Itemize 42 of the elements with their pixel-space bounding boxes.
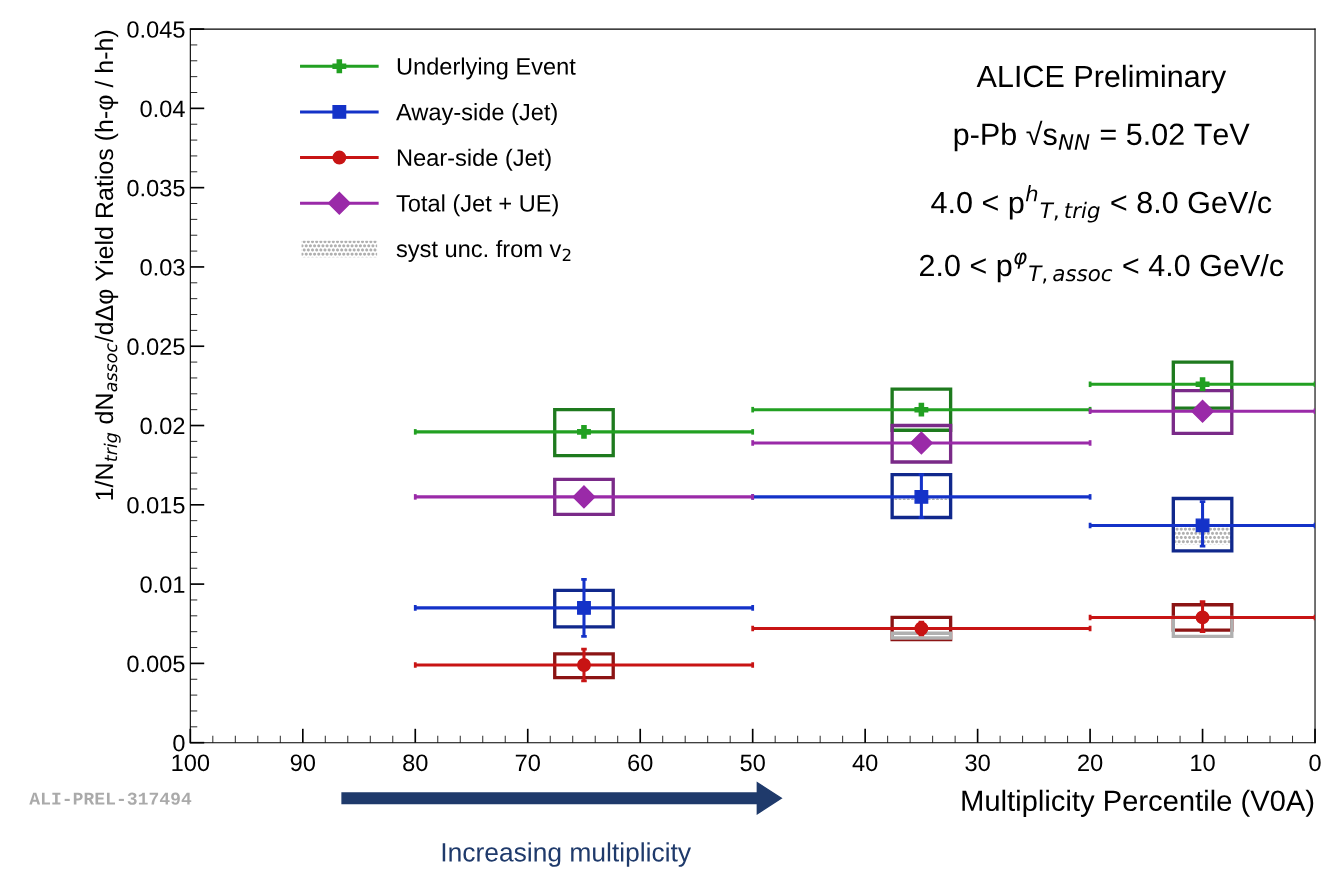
- x-axis-title: Multiplicity Percentile (V0A): [962, 789, 1314, 817]
- annotation: 4.0 < p$^{h}$$_{T,trig}$ < 8.0 GeV/c: [931, 185, 1272, 223]
- x-tick-label: 30: [965, 754, 990, 772]
- x-tick-label: 80: [403, 754, 428, 772]
- point: [1195, 518, 1210, 533]
- y-tick-label: 0.01: [140, 576, 185, 593]
- x-tick-label: 60: [628, 754, 653, 772]
- legend-label: Total (Jet + UE): [396, 194, 558, 217]
- y-tick-label: 0.04: [140, 100, 185, 118]
- annotation: 2.0 < p$^{φ}$$_{T,assoc}$ < 4.0 GeV/c: [920, 252, 1284, 284]
- legend-label: syst unc. from v$_{2}$: [396, 239, 571, 262]
- y-axis-title: 1/N$_{trig}$ dN$_{assoc}$/dΔφ Yield Ratios (h-φ / h-h): [94, 30, 121, 500]
- point: [914, 489, 929, 504]
- y-tick-label: 0.02: [140, 417, 185, 435]
- annotation: ALICE Preliminary: [976, 64, 1227, 94]
- x-tick-label: 70: [515, 754, 540, 772]
- x-tick-label: 90: [290, 754, 316, 772]
- y-tick-label: 0.005: [127, 655, 185, 673]
- text: Increasing multiplicity: [442, 842, 692, 867]
- y-tick-label: 0: [173, 734, 185, 752]
- x-tick-label: 20: [1078, 754, 1103, 772]
- legend-label: Underlying Event: [397, 57, 576, 80]
- y-tick-label: 0.015: [127, 496, 185, 514]
- point: [577, 658, 591, 672]
- x-tick-label: 100: [172, 754, 210, 772]
- legend-label: Near-side (Jet): [397, 148, 551, 171]
- point: [1195, 377, 1210, 392]
- x-tick-label: 40: [852, 754, 878, 772]
- point: [1195, 610, 1210, 625]
- point: [914, 402, 929, 417]
- y-tick-label: 0.035: [127, 179, 185, 197]
- annotation: p-Pb √s$_{NN}$ = 5.02 TeV: [954, 120, 1250, 152]
- x-tick-label: 50: [740, 754, 765, 772]
- point: [577, 600, 591, 615]
- x-tick-label: 0: [1309, 754, 1321, 772]
- point: [577, 424, 591, 439]
- y-tick-label: 0.03: [140, 259, 185, 276]
- y-tick-label: 0.045: [127, 21, 185, 38]
- y-tick-label: 0.025: [127, 338, 185, 356]
- x-tick-label: 10: [1191, 754, 1215, 772]
- text: ALI-PREL-317494: [29, 792, 192, 805]
- legend-label: Away-side (Jet): [396, 103, 557, 126]
